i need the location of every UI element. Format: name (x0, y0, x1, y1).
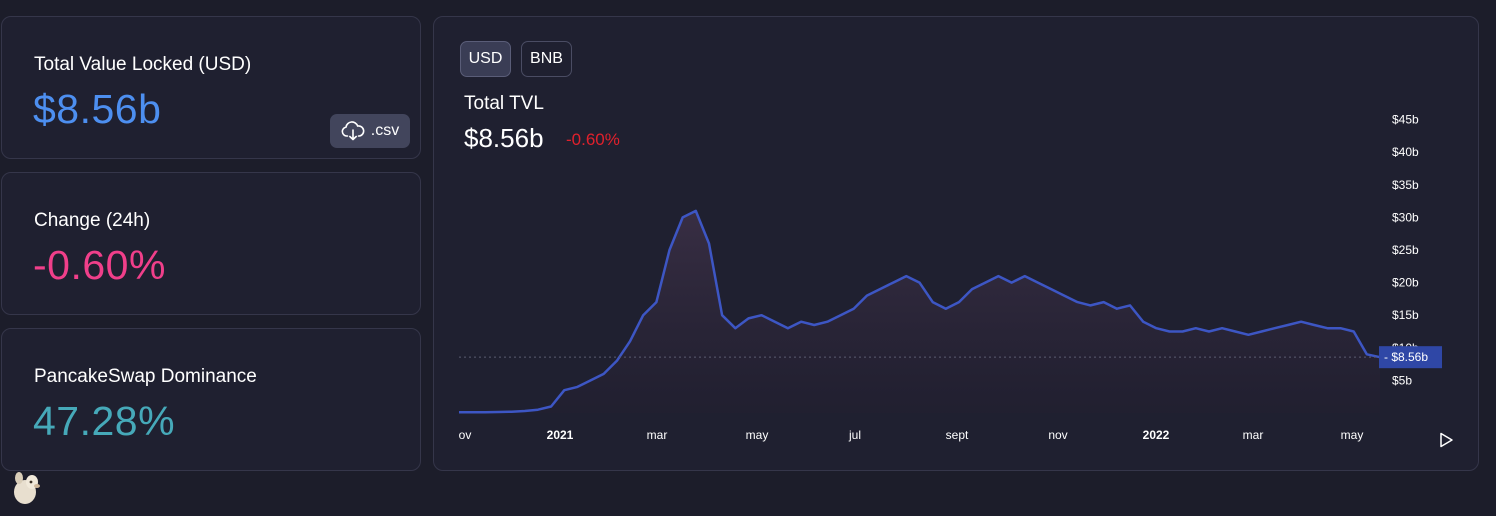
x-tick-label: sept (946, 428, 969, 442)
x-tick-label: may (1341, 428, 1364, 442)
y-tick-label: $30b (1392, 210, 1419, 224)
y-tick-label: $25b (1392, 243, 1419, 257)
tvl-card: Total Value Locked (USD) $8.56b .csv (1, 16, 421, 159)
change-card: Change (24h) -0.60% (1, 172, 421, 315)
current-value-label: - $8.56b (1379, 346, 1442, 369)
usd-toggle[interactable]: USD (460, 41, 511, 77)
dominance-value: 47.28% (33, 398, 176, 444)
svg-text:- $8.56b: - $8.56b (1384, 350, 1428, 364)
x-tick-label: 2022 (1143, 428, 1170, 442)
x-tick-label: ov (459, 428, 472, 442)
y-tick-label: $40b (1392, 145, 1419, 159)
csv-download-button[interactable]: .csv (330, 114, 410, 148)
bnb-toggle[interactable]: BNB (521, 41, 572, 77)
avatar-icon (14, 472, 40, 504)
x-tick-label: mar (647, 428, 668, 442)
chart-value: $8.56b (464, 123, 544, 153)
x-tick-label: jul (848, 428, 861, 442)
change-value: -0.60% (33, 242, 166, 288)
x-tick-label: mar (1243, 428, 1264, 442)
dominance-card: PancakeSwap Dominance 47.28% (1, 328, 421, 471)
y-tick-label: $20b (1392, 276, 1419, 290)
y-tick-label: $35b (1392, 178, 1419, 192)
y-tick-label: $5b (1392, 373, 1412, 387)
dominance-title: PancakeSwap Dominance (34, 366, 257, 387)
tvl-value: $8.56b (33, 86, 162, 132)
chart-title: Total TVL (464, 93, 544, 114)
tvl-area (459, 210, 1380, 413)
tvl-chart-card: USD BNB Total TVL $8.56b -0.60% $5b$10b$… (433, 16, 1479, 471)
cloud-download-icon (341, 121, 365, 141)
y-tick-label: $15b (1392, 308, 1419, 322)
x-tick-label: nov (1048, 428, 1067, 442)
x-tick-label: 2021 (547, 428, 574, 442)
tvl-title: Total Value Locked (USD) (34, 54, 252, 75)
tvl-line (459, 209, 1381, 414)
tvl-chart[interactable]: $5b$10b$15b$20b$25b$30b$35b$40b$45b- $8.… (434, 17, 1478, 470)
play-icon[interactable] (1438, 432, 1454, 448)
chart-change: -0.60% (566, 130, 620, 149)
change-title: Change (24h) (34, 210, 151, 231)
x-tick-label: may (746, 428, 769, 442)
y-tick-label: $45b (1392, 113, 1419, 127)
csv-label: .csv (370, 122, 400, 139)
